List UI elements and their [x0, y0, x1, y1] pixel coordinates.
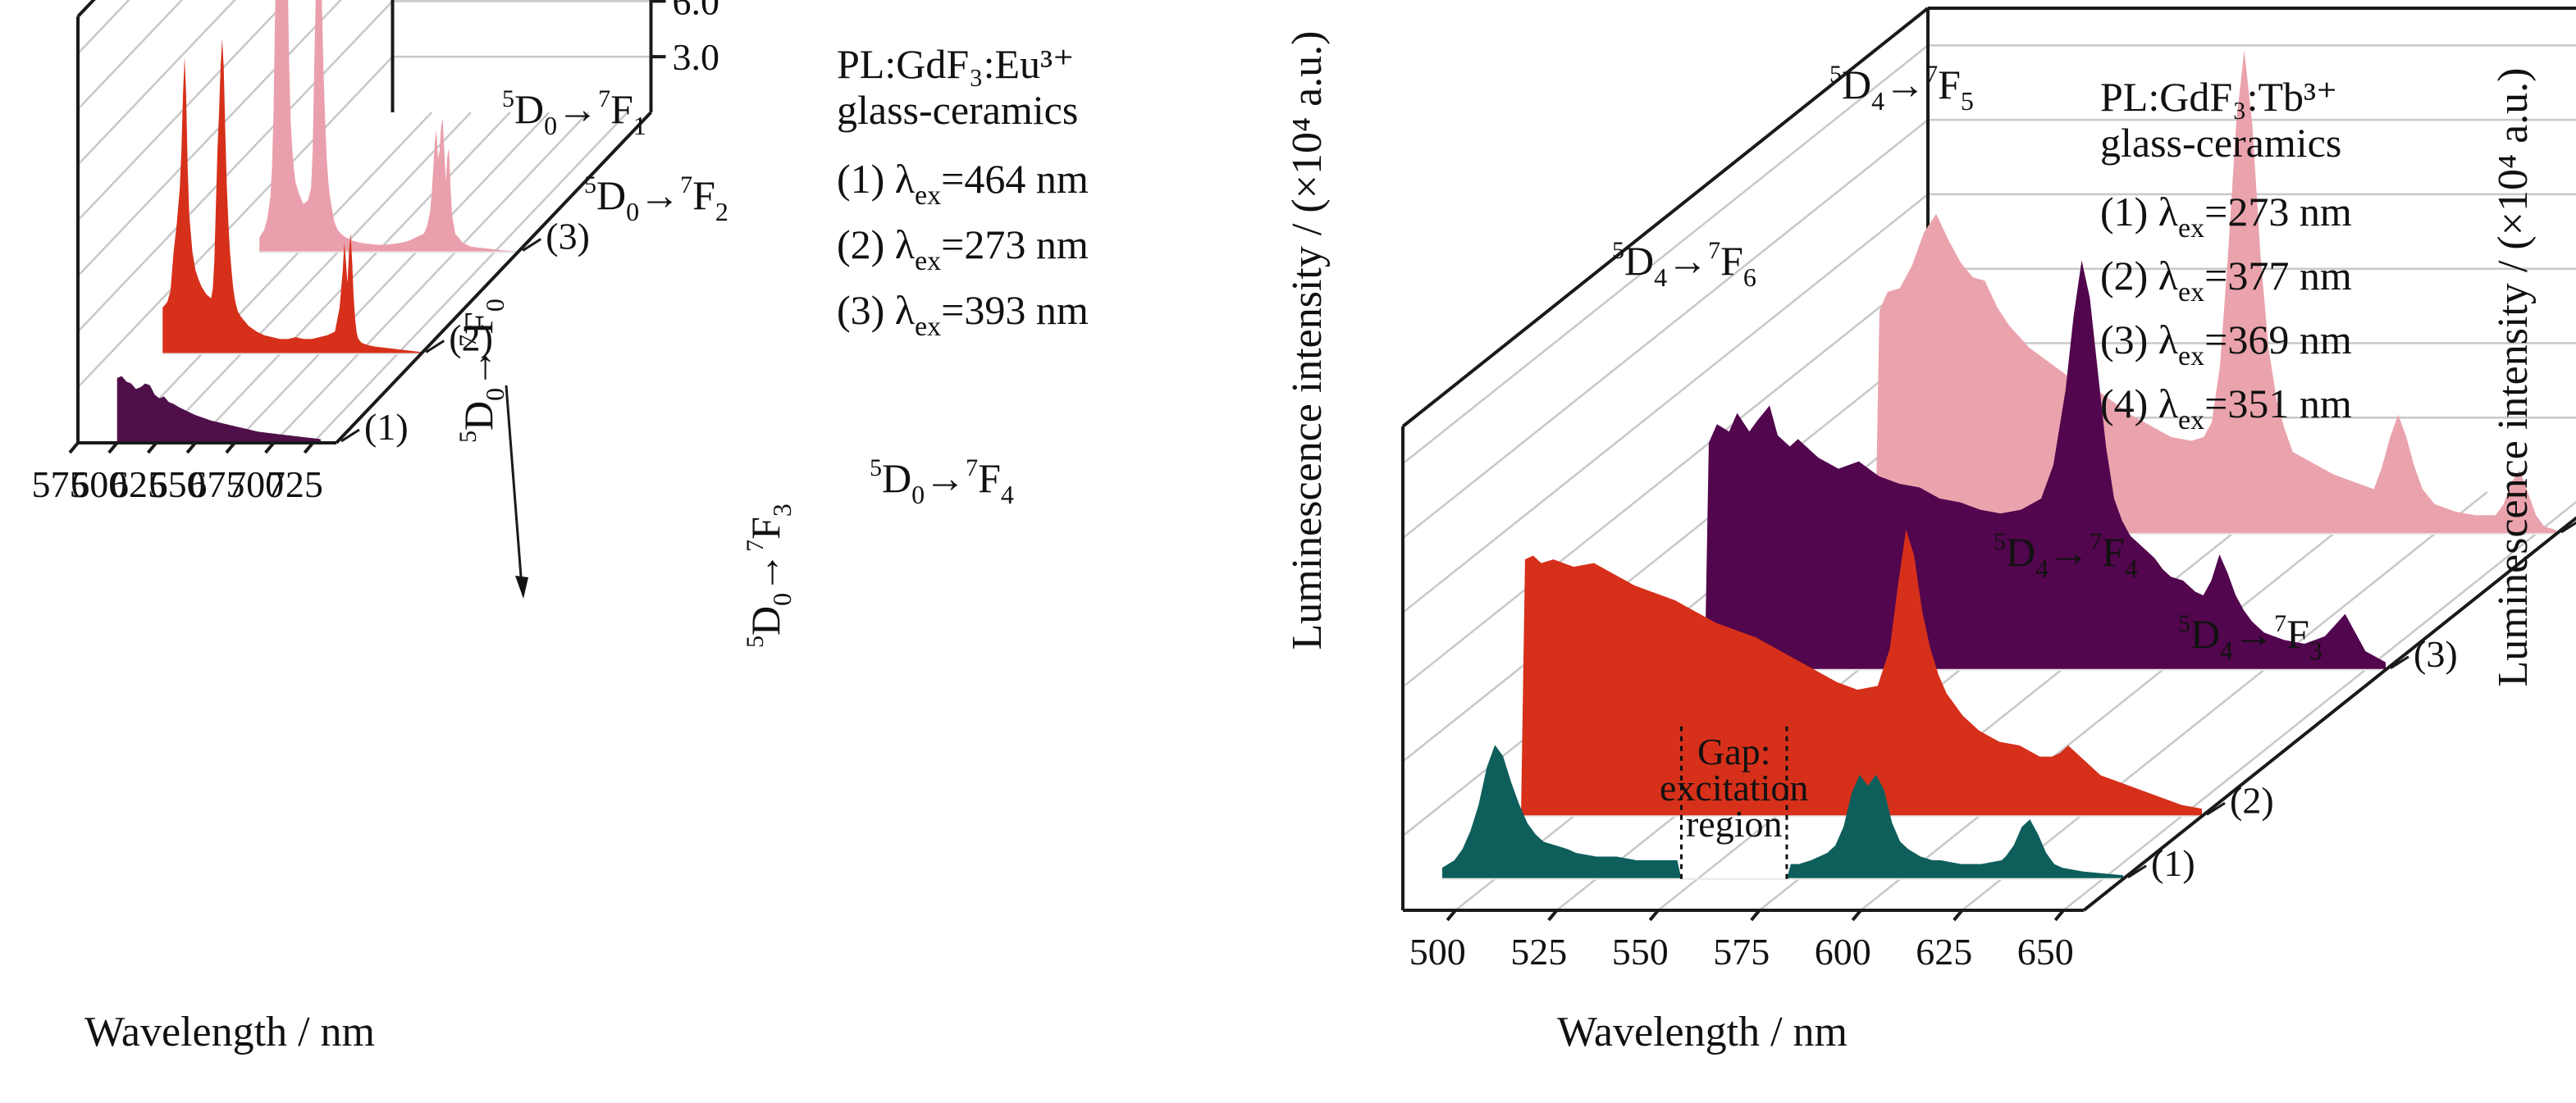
x-tick [1446, 909, 1457, 922]
legend-entry-1: (1) λex=464 nm [837, 156, 1089, 211]
x-tick-label: 575 [1713, 931, 1770, 973]
series-label-2: (2) [2230, 779, 2274, 821]
transition-label: 5D4→7F4 [1994, 528, 2138, 583]
gridline [234, 112, 550, 444]
z-axis [335, 111, 652, 444]
gridline [2062, 500, 2576, 911]
gridline [312, 112, 628, 444]
legend-subtitle: glass-ceramics [2100, 120, 2341, 166]
y-axis-label: Luminescence intensity / (×10⁴ a.u.) [1284, 30, 1331, 649]
transition-label: 5D0→7F4 [870, 454, 1014, 509]
transition-label: 5D0→7F0 [454, 299, 509, 443]
x-tick [225, 441, 236, 454]
annotation-arrow [505, 385, 523, 588]
series-label-1: (1) [364, 406, 409, 448]
y-tick-label: 3.0 [673, 36, 720, 78]
spectrum-3 [259, 0, 518, 253]
x-tick [1851, 909, 1862, 922]
legend-entry-2: (2) λex=273 nm [837, 221, 1089, 276]
x-tick-label: 575 [32, 463, 89, 505]
legend-entry-1: (1) λex=273 nm [2100, 189, 2352, 244]
x-tick-label: 650 [2017, 931, 2074, 973]
gridline [77, 0, 651, 333]
x-tick [107, 441, 119, 454]
transition-label: 5D0→7F2 [584, 171, 728, 226]
series-leader [2206, 801, 2226, 816]
x-axis-label: Wavelength / nm [1557, 1009, 1848, 1055]
x-tick [68, 441, 80, 454]
series-leader [2560, 521, 2576, 534]
spectrum-1 [116, 376, 321, 443]
x-tick [1547, 909, 1559, 922]
gridline [1962, 491, 2488, 911]
x-tick-label: 550 [1612, 931, 1669, 973]
x-tick [303, 441, 314, 454]
legend-subtitle: glass-ceramics [837, 87, 1078, 133]
x-tick-label: 525 [1510, 931, 1567, 973]
y-axis-label: Luminescence intensity / (×10⁴ a.u.) [2490, 67, 2537, 686]
gridline [77, 0, 236, 166]
gridline [272, 112, 590, 444]
wall-edge [1401, 7, 1930, 428]
series-leader [340, 428, 360, 443]
legend-title: PL:GdF₃:Tb³⁺ [2100, 74, 2337, 120]
x-tick-label: 500 [1409, 931, 1466, 973]
legend-title: PL:GdF₃:Eu³⁺ [837, 41, 1074, 87]
spectrum-2 [1521, 529, 2202, 817]
transition-label: 5D4→7F5 [1829, 61, 1974, 116]
gap-text: region [1686, 803, 1783, 845]
x-tick-label: 675 [188, 463, 244, 505]
legend-entry-3: (3) λex=393 nm [837, 287, 1089, 342]
series-leader [425, 340, 445, 353]
series-leader [522, 238, 542, 252]
x-tick-label: 725 [267, 463, 323, 505]
x-tick-label: 700 [227, 463, 284, 505]
legend-entry-2: (2) λex=377 nm [2100, 253, 2352, 308]
arrow-head [515, 576, 528, 599]
x-axis-label: Wavelength / nm [84, 1009, 375, 1055]
gap-text: excitation [1660, 767, 1808, 809]
series-label-3: (3) [546, 216, 590, 258]
gridline [1860, 491, 2387, 911]
x-tick-label: 650 [149, 463, 206, 505]
legend-entry-4: (4) λex=351 nm [2100, 381, 2352, 435]
x-tick [1648, 909, 1660, 922]
transition-label: 5D4→7F6 [1612, 237, 1756, 292]
x-tick [1750, 909, 1761, 922]
series-leader [2390, 655, 2409, 670]
gridline [116, 112, 433, 444]
transition-label: 5D4→7F3 [2178, 610, 2323, 665]
y-tick-label: 6.0 [673, 0, 720, 22]
x-tick [1953, 909, 1964, 922]
series-label-1: (1) [2151, 842, 2195, 884]
gridline [155, 112, 472, 444]
x-tick-label: 625 [1916, 931, 1972, 973]
spectrum-4 [1875, 50, 2556, 534]
panel-tb-spectra: (4)(3)(2)(1)500525550575600625650Wavelen… [1401, 7, 2576, 1055]
series-label-2: (2) [449, 317, 493, 359]
series-label-3: (3) [2414, 633, 2458, 675]
x-tick-label: 600 [71, 463, 127, 505]
series-leader [2127, 864, 2147, 879]
transition-label: 5D0→7F3 [742, 504, 797, 648]
x-tick [2053, 909, 2065, 922]
gridline [77, 0, 130, 55]
x-tick-label: 600 [1815, 931, 1871, 973]
x-tick [146, 441, 158, 454]
x-tick [185, 441, 197, 454]
z-axis [2082, 516, 2576, 912]
spectrum-1 [1442, 745, 2123, 879]
legend-entry-3: (3) λex=369 nm [2100, 317, 2352, 371]
x-tick [264, 441, 276, 454]
x-tick-label: 625 [110, 463, 167, 505]
spectrum-3 [1705, 260, 2386, 670]
transition-label: 5D0→7F1 [502, 85, 646, 140]
gap-text: Gap: [1697, 731, 1770, 773]
spectrum-2 [162, 39, 422, 354]
